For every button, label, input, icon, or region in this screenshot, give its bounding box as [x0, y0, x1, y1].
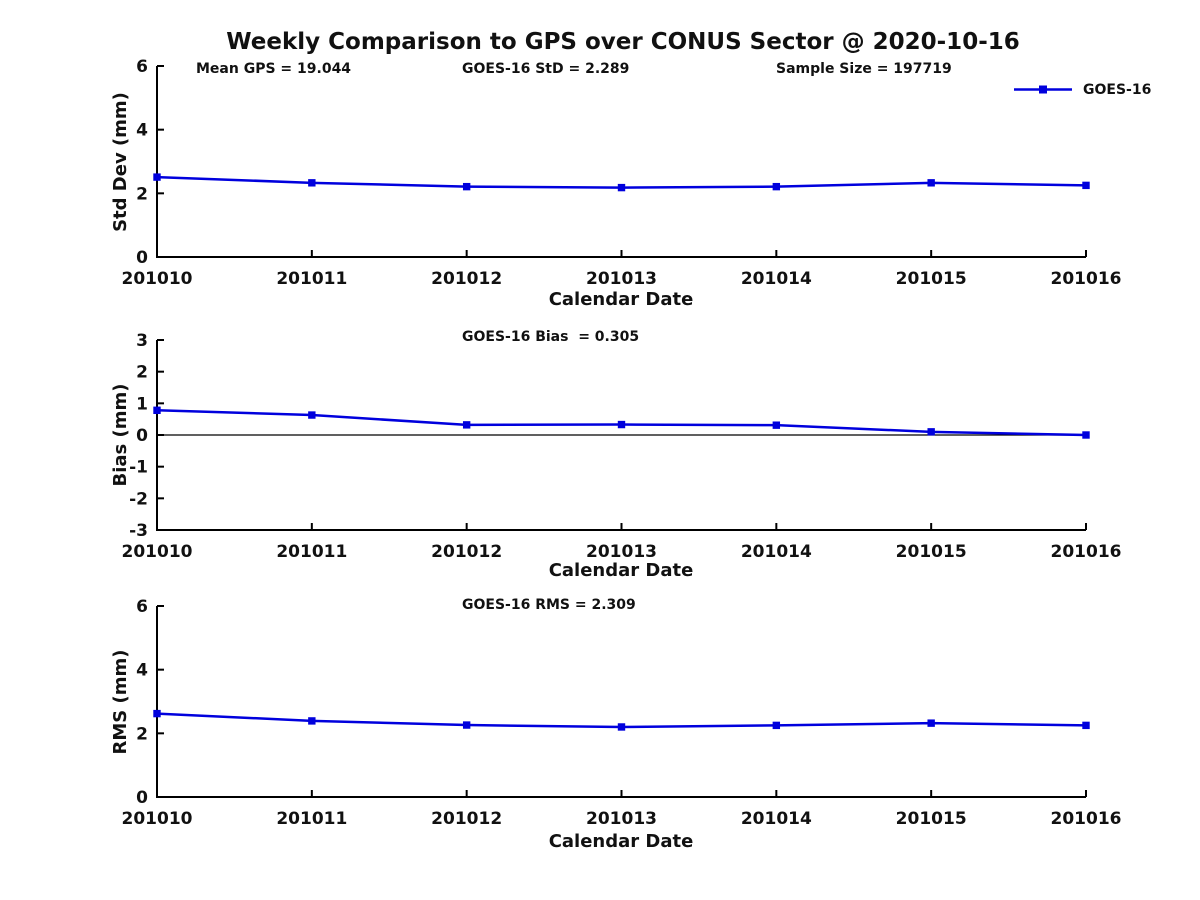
annotation-goes16-rms: GOES-16 RMS = 2.309	[462, 597, 636, 613]
annotation-goes16-bias: GOES-16 Bias = 0.305	[462, 329, 640, 345]
x-tick-label: 201013	[586, 269, 657, 289]
data-point	[617, 420, 626, 429]
data-point	[927, 428, 935, 436]
data-point	[927, 179, 935, 187]
x-tick-label: 201013	[586, 542, 657, 562]
data-point	[153, 173, 161, 181]
annotation-sample-size: Sample Size = 197719	[776, 61, 952, 77]
x-tick-label: 201012	[431, 542, 502, 562]
x-tick-label: 201011	[276, 542, 347, 562]
std-dev-plot: 0 2 4 6 201010 201011 201012 201013 201014 201015…	[122, 57, 1122, 289]
data-point	[308, 411, 316, 419]
y-tick-label: -2	[129, 489, 148, 509]
x-tick-label: 201016	[1051, 269, 1122, 289]
data-point	[1082, 431, 1090, 439]
data-point	[772, 421, 781, 429]
x-tick-label: 201013	[586, 809, 657, 829]
x-tick-label: 201012	[431, 809, 502, 829]
x-tick-label: 201016	[1051, 809, 1122, 829]
x-tick-label: 201012	[431, 269, 502, 289]
data-point	[462, 421, 471, 429]
data-point	[1082, 721, 1090, 730]
y-tick-label: 1	[136, 394, 148, 414]
legend-label: GOES-16	[1083, 81, 1152, 98]
legend-line-marker-icon	[1014, 85, 1072, 94]
legend: GOES-16	[1014, 81, 1152, 98]
annotation-mean-gps: Mean GPS = 19.044	[196, 61, 352, 77]
x-tick-label: 201010	[122, 542, 193, 562]
rms-x-axis-label: Calendar Date	[548, 831, 694, 852]
x-tick-label: 201015	[896, 809, 967, 829]
data-point	[772, 721, 781, 730]
x-tick-label: 201014	[741, 809, 812, 829]
y-tick-label: 0	[136, 788, 148, 808]
data-point	[153, 709, 161, 718]
x-tick-label: 201010	[122, 809, 193, 829]
y-tick-label: 2	[136, 184, 148, 204]
data-point	[617, 183, 626, 192]
y-tick-label: 0	[136, 426, 148, 446]
y-tick-label: 4	[136, 661, 148, 681]
y-tick-label: -3	[129, 521, 148, 541]
y-tick-label: 0	[136, 248, 148, 268]
data-point	[462, 721, 471, 729]
data-point	[462, 182, 471, 191]
x-tick-label: 201015	[896, 269, 967, 289]
y-tick-label: 6	[136, 57, 148, 77]
x-tick-label: 201010	[122, 269, 193, 289]
y-tick-label: 4	[136, 121, 148, 141]
data-point	[308, 179, 316, 187]
data-point	[617, 723, 626, 731]
y-tick-label: 3	[136, 331, 148, 351]
stddev-x-axis-label: Calendar Date	[548, 289, 694, 310]
y-tick-label: 2	[136, 363, 148, 383]
x-tick-label: 201014	[741, 542, 812, 562]
bias-x-axis-label: Calendar Date	[548, 560, 694, 581]
x-tick-label: 201014	[741, 269, 812, 289]
y-tick-label: 6	[136, 597, 148, 617]
bias-plot: -3 -2 -1 0 1 2 3 201010 201011 201012 201013 201014…	[122, 331, 1122, 562]
data-point	[1082, 181, 1090, 190]
rms-plot: 0 2 4 6 201010 201011 201012 201013 201014 201015…	[122, 597, 1122, 829]
x-tick-label: 201011	[276, 809, 347, 829]
figure-title: Weekly Comparison to GPS over CONUS Sect…	[226, 29, 1020, 55]
x-tick-label: 201016	[1051, 542, 1122, 562]
data-point	[308, 717, 316, 725]
data-point	[772, 182, 781, 191]
x-tick-label: 201015	[896, 542, 967, 562]
data-point	[927, 719, 935, 727]
data-point	[153, 406, 161, 414]
y-tick-label: -1	[129, 458, 148, 478]
y-tick-label: 2	[136, 724, 148, 744]
x-tick-label: 201011	[276, 269, 347, 289]
annotation-goes16-std: GOES-16 StD = 2.289	[462, 61, 630, 77]
